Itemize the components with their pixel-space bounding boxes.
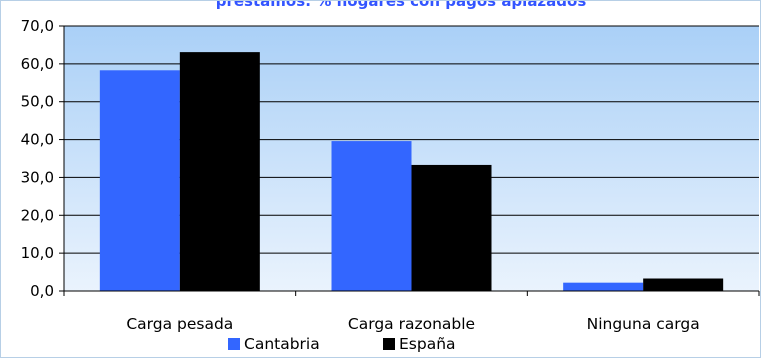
y-tick-label: 60,0: [21, 55, 54, 73]
bar-espa-a: [411, 164, 492, 291]
x-tick-label: Carga razonable: [348, 315, 475, 333]
y-tick-label: 20,0: [21, 206, 54, 224]
legend-swatch: [228, 338, 240, 350]
chart-title: préstamos: % hogares con pagos aplazados: [216, 1, 587, 10]
y-tick-label: 10,0: [21, 244, 54, 262]
y-tick-label: 0,0: [30, 282, 54, 300]
y-tick-label: 40,0: [21, 131, 54, 149]
bar-cantabria: [99, 70, 180, 292]
x-tick-label: Ninguna carga: [587, 315, 700, 333]
y-tick-label: 50,0: [21, 93, 54, 111]
legend-label: Cantabria: [244, 335, 320, 353]
y-tick-label: 70,0: [21, 17, 54, 35]
bar-cantabria: [563, 282, 644, 291]
legend-swatch: [383, 338, 395, 350]
bar-espa-a: [179, 52, 260, 291]
bar-espa-a: [643, 278, 724, 291]
bar-cantabria: [331, 141, 412, 291]
x-tick-label: Carga pesada: [126, 315, 233, 333]
y-tick-label: 30,0: [21, 168, 54, 186]
legend-label: España: [399, 335, 456, 353]
